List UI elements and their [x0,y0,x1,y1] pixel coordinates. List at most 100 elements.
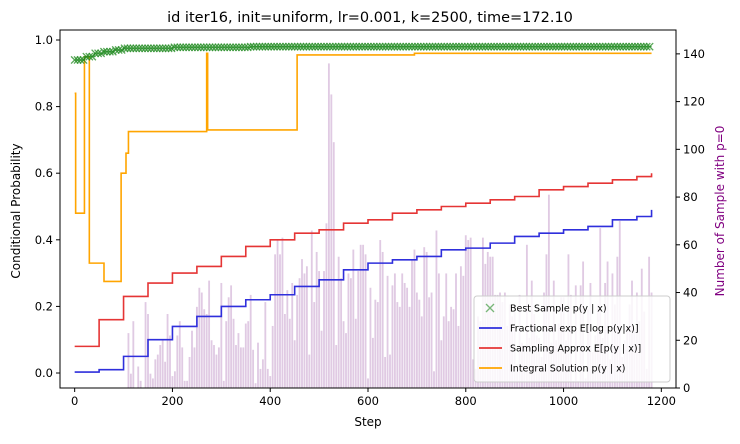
sample-count-bar [337,256,340,388]
best-sample-marker [451,42,461,51]
best-sample-marker [522,42,531,51]
best-sample-marker [557,42,566,51]
best-sample-marker [504,42,513,51]
best-sample-marker [349,42,358,51]
sample-count-bar [239,347,242,388]
sample-count-bar [423,247,426,388]
sample-count-bar [303,273,306,388]
sample-count-bar [323,271,325,388]
best-sample-marker [375,42,384,51]
best-sample-marker [267,42,276,51]
sample-count-bar [440,340,443,388]
best-sample-marker [396,42,405,51]
legend-label: Fractional exp E[log p(y|x)] [510,324,639,335]
sample-count-bar [191,330,193,388]
best-sample-marker [566,42,575,51]
sample-count-bar [462,275,465,388]
y2-tick-label: 0 [683,381,690,395]
best-sample-marker [443,42,452,51]
sample-count-bar [371,337,374,388]
best-sample-marker [352,42,361,51]
best-sample-marker [616,42,625,51]
sample-count-bar [342,321,345,388]
sample-count-bar [376,302,379,388]
y-tick-label: 0.8 [35,100,53,114]
sample-count-bar [362,244,365,388]
x-tick-label: 800 [455,394,477,408]
best-sample-marker [261,42,270,51]
sample-count-bar [161,340,164,388]
sample-count-bar [188,356,191,388]
y2-tick-label: 100 [683,142,705,156]
best-sample-marker [281,42,290,51]
sample-count-bar [447,321,450,388]
best-sample-marker [510,42,519,51]
sample-count-bar [144,302,147,388]
y-tick-label: 0.0 [35,366,53,380]
best-sample-marker [185,43,194,52]
best-sample-marker [598,42,607,51]
y2-axis-label: Number of Sample with p=0 [713,126,727,297]
sample-count-bar [315,251,318,388]
best-sample-marker [258,42,267,51]
sample-count-bar [435,230,438,388]
sample-count-bar [425,251,428,388]
sample-count-bar [244,323,247,388]
best-sample-marker [390,42,399,51]
best-sample-marker [569,42,578,51]
best-sample-marker [152,44,161,53]
sample-count-bar [169,335,171,388]
sample-count-bar [132,321,135,388]
sample-count-bar [386,275,389,388]
best-sample-marker [384,42,393,51]
best-sample-marker [126,44,135,53]
best-sample-marker [393,42,402,51]
sample-count-bar [269,376,272,388]
best-sample-marker [636,42,645,51]
best-sample-marker [472,42,481,51]
sample-count-bar [401,273,404,388]
best-sample-marker [630,42,639,51]
best-sample-marker [469,42,478,51]
best-sample-marker [229,43,238,52]
sample-count-bar [345,333,347,388]
best-sample-marker [246,42,255,51]
sample-count-bar [367,378,369,388]
best-sample-marker [99,47,109,56]
sample-count-bar [584,378,587,388]
sample-count-bar [279,254,281,388]
best-sample-marker [114,45,123,55]
sample-count-bar [455,273,457,388]
best-sample-marker [416,42,425,51]
sample-count-bar [252,349,255,388]
best-sample-marker [255,42,264,51]
sample-count-bar [391,285,394,388]
best-sample-marker [135,44,144,53]
best-sample-marker [625,42,634,51]
y2-tick-label: 20 [683,333,698,347]
best-sample-marker [308,42,317,51]
best-sample-marker [319,42,329,51]
sample-count-bar [237,333,240,388]
y2-tick-label: 80 [683,190,698,204]
sample-count-bar [452,309,455,388]
best-sample-marker [484,42,493,51]
sample-count-bar [198,287,201,388]
best-sample-marker [73,55,82,65]
best-sample-marker [437,42,446,51]
sample-count-bar [181,347,184,388]
best-sample-marker [143,44,153,53]
best-sample-marker [545,42,554,51]
sample-count-bar [213,345,215,388]
sample-count-bar [320,330,323,388]
chart-title: id iter16, init=uniform, lr=0.001, k=250… [167,10,573,26]
best-sample-marker [264,42,273,51]
sample-count-bar [305,266,308,388]
sample-count-bar [327,63,330,389]
sample-count-bar [472,359,475,388]
best-sample-marker [231,43,241,52]
best-sample-marker [466,42,475,51]
sample-count-bar [308,354,311,388]
sample-count-bar [354,318,357,388]
